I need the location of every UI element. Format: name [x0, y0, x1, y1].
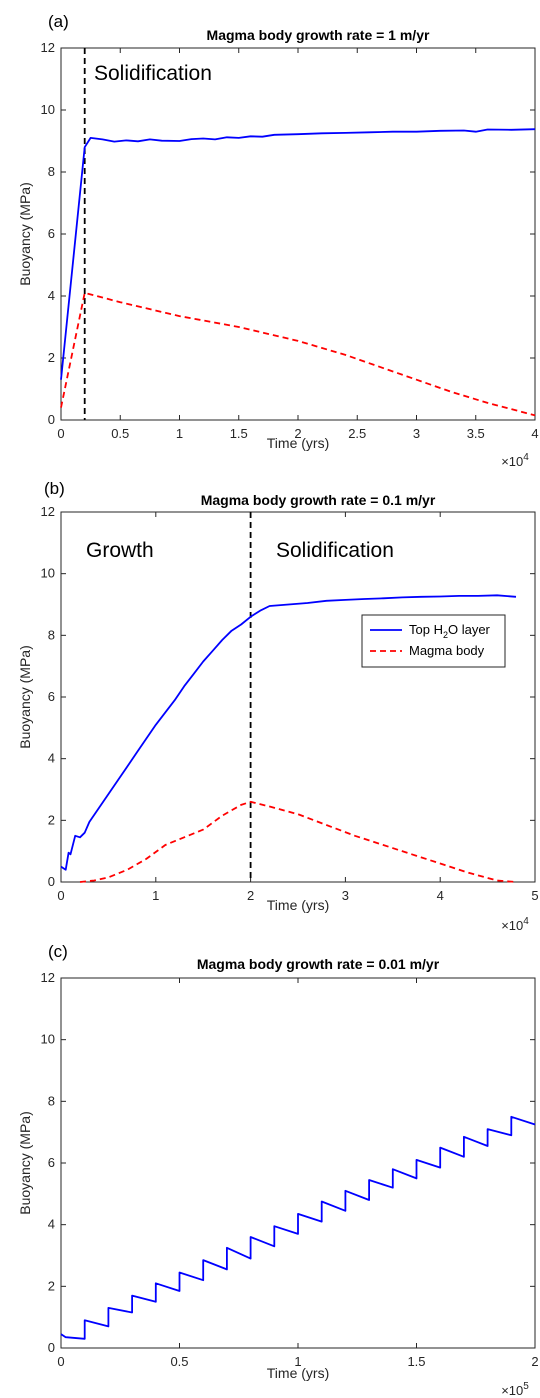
- x-tick-label: 1.5: [407, 1354, 425, 1369]
- y-tick-label: 2: [48, 1278, 55, 1293]
- y-tick-label: 6: [48, 226, 55, 241]
- legend: Top H2O layer Magma body: [361, 614, 506, 668]
- chart-title: Magma body growth rate = 0.01 m/yr: [197, 956, 440, 972]
- y-tick-label: 8: [48, 1093, 55, 1108]
- y-axis-label: Buoyancy (MPa): [17, 182, 33, 285]
- x-tick-label: 5: [531, 888, 538, 903]
- x-tick-label: 0: [57, 1354, 64, 1369]
- x-tick-label: 1: [176, 426, 183, 441]
- panel-label: (a): [48, 12, 69, 31]
- series-line-1: [60, 594, 517, 871]
- y-axis-label: Buoyancy (MPa): [17, 1111, 33, 1214]
- x-multiplier-base: ×10: [501, 454, 523, 469]
- x-tick-label: 4: [531, 426, 538, 441]
- y-tick-label: 10: [41, 102, 55, 117]
- x-multiplier: ×104: [501, 452, 529, 469]
- x-multiplier: ×104: [501, 916, 529, 933]
- y-tick-label: 12: [41, 970, 55, 985]
- x-axis-label: Time (yrs): [267, 435, 329, 451]
- y-tick-label: 8: [48, 627, 55, 642]
- y-tick-label: 10: [41, 566, 55, 581]
- legend-label-part: Top H: [409, 622, 443, 637]
- series-line-1: [60, 128, 536, 380]
- annotation-solidification: Solidification: [94, 62, 212, 85]
- annotation-solidification: Solidification: [276, 539, 394, 562]
- series-line-2: [60, 291, 536, 417]
- y-axis-label: Buoyancy (MPa): [17, 645, 33, 748]
- y-tick-label: 8: [48, 164, 55, 179]
- series-line-2: [79, 800, 517, 883]
- series-line-1: [60, 1115, 536, 1340]
- legend-box: [361, 614, 506, 668]
- x-tick-label: 0: [57, 888, 64, 903]
- y-tick-label: 10: [41, 1032, 55, 1047]
- y-tick-label: 4: [48, 288, 55, 303]
- x-multiplier-exponent: 4: [523, 452, 529, 463]
- x-tick-label: 1.5: [230, 426, 248, 441]
- y-tick-label: 0: [48, 1340, 55, 1355]
- legend-label-sub: 2: [443, 630, 448, 640]
- x-tick-label: 1: [294, 1354, 301, 1369]
- y-tick-label: 2: [48, 350, 55, 365]
- x-tick-label: 2: [531, 1354, 538, 1369]
- x-multiplier: ×105: [501, 1381, 529, 1398]
- y-tick-label: 4: [48, 751, 55, 766]
- chart-panel-3: 0 0.5 1 1.5 2 0 2 4 6 8 10 12 Time (yrs) Buoyancy (MP…: [17, 942, 539, 1398]
- panel-label: (b): [44, 479, 65, 498]
- x-tick-label: 2: [294, 426, 301, 441]
- x-multiplier-base: ×10: [501, 918, 523, 933]
- x-axis-label: Time (yrs): [267, 1365, 329, 1381]
- y-tick-label: 6: [48, 1155, 55, 1170]
- chart-title: Magma body growth rate = 1 m/yr: [207, 27, 430, 43]
- chart-panel-1: 0 0.5 1 1.5 2 2.5 3 3.5 4 0 2 4 6 8 10 12 Time (yrs) Buoy…: [17, 12, 539, 469]
- y-tick-label: 2: [48, 812, 55, 827]
- y-tick-label: 12: [41, 504, 55, 519]
- chart-title: Magma body growth rate = 0.1 m/yr: [201, 492, 436, 508]
- y-tick-label: 0: [48, 874, 55, 889]
- x-tick-label: 3.5: [467, 426, 485, 441]
- axes-box: [60, 47, 536, 421]
- x-tick-label: 1: [152, 888, 159, 903]
- y-tick-label: 6: [48, 689, 55, 704]
- x-multiplier-base: ×10: [501, 1383, 523, 1398]
- y-tick-label: 12: [41, 40, 55, 55]
- x-tick-label: 0.5: [111, 426, 129, 441]
- panel-label: (c): [48, 942, 68, 961]
- x-tick-label: 3: [413, 426, 420, 441]
- legend-label-2: Magma body: [409, 643, 485, 658]
- y-tick-label: 4: [48, 1217, 55, 1232]
- x-axis-label: Time (yrs): [267, 897, 329, 913]
- x-tick-label: 2: [247, 888, 254, 903]
- x-tick-label: 0.5: [170, 1354, 188, 1369]
- y-tick-label: 0: [48, 412, 55, 427]
- legend-label-part: O layer: [448, 622, 491, 637]
- x-tick-label: 2.5: [348, 426, 366, 441]
- x-multiplier-exponent: 4: [523, 916, 529, 927]
- annotation-growth: Growth: [86, 539, 154, 562]
- x-tick-label: 0: [57, 426, 64, 441]
- axes-box: [60, 511, 536, 883]
- axes-box: [60, 977, 536, 1349]
- x-multiplier-exponent: 5: [523, 1381, 529, 1392]
- x-tick-label: 3: [342, 888, 349, 903]
- x-tick-label: 4: [437, 888, 444, 903]
- legend-label-1: Top H2O layer: [409, 622, 491, 640]
